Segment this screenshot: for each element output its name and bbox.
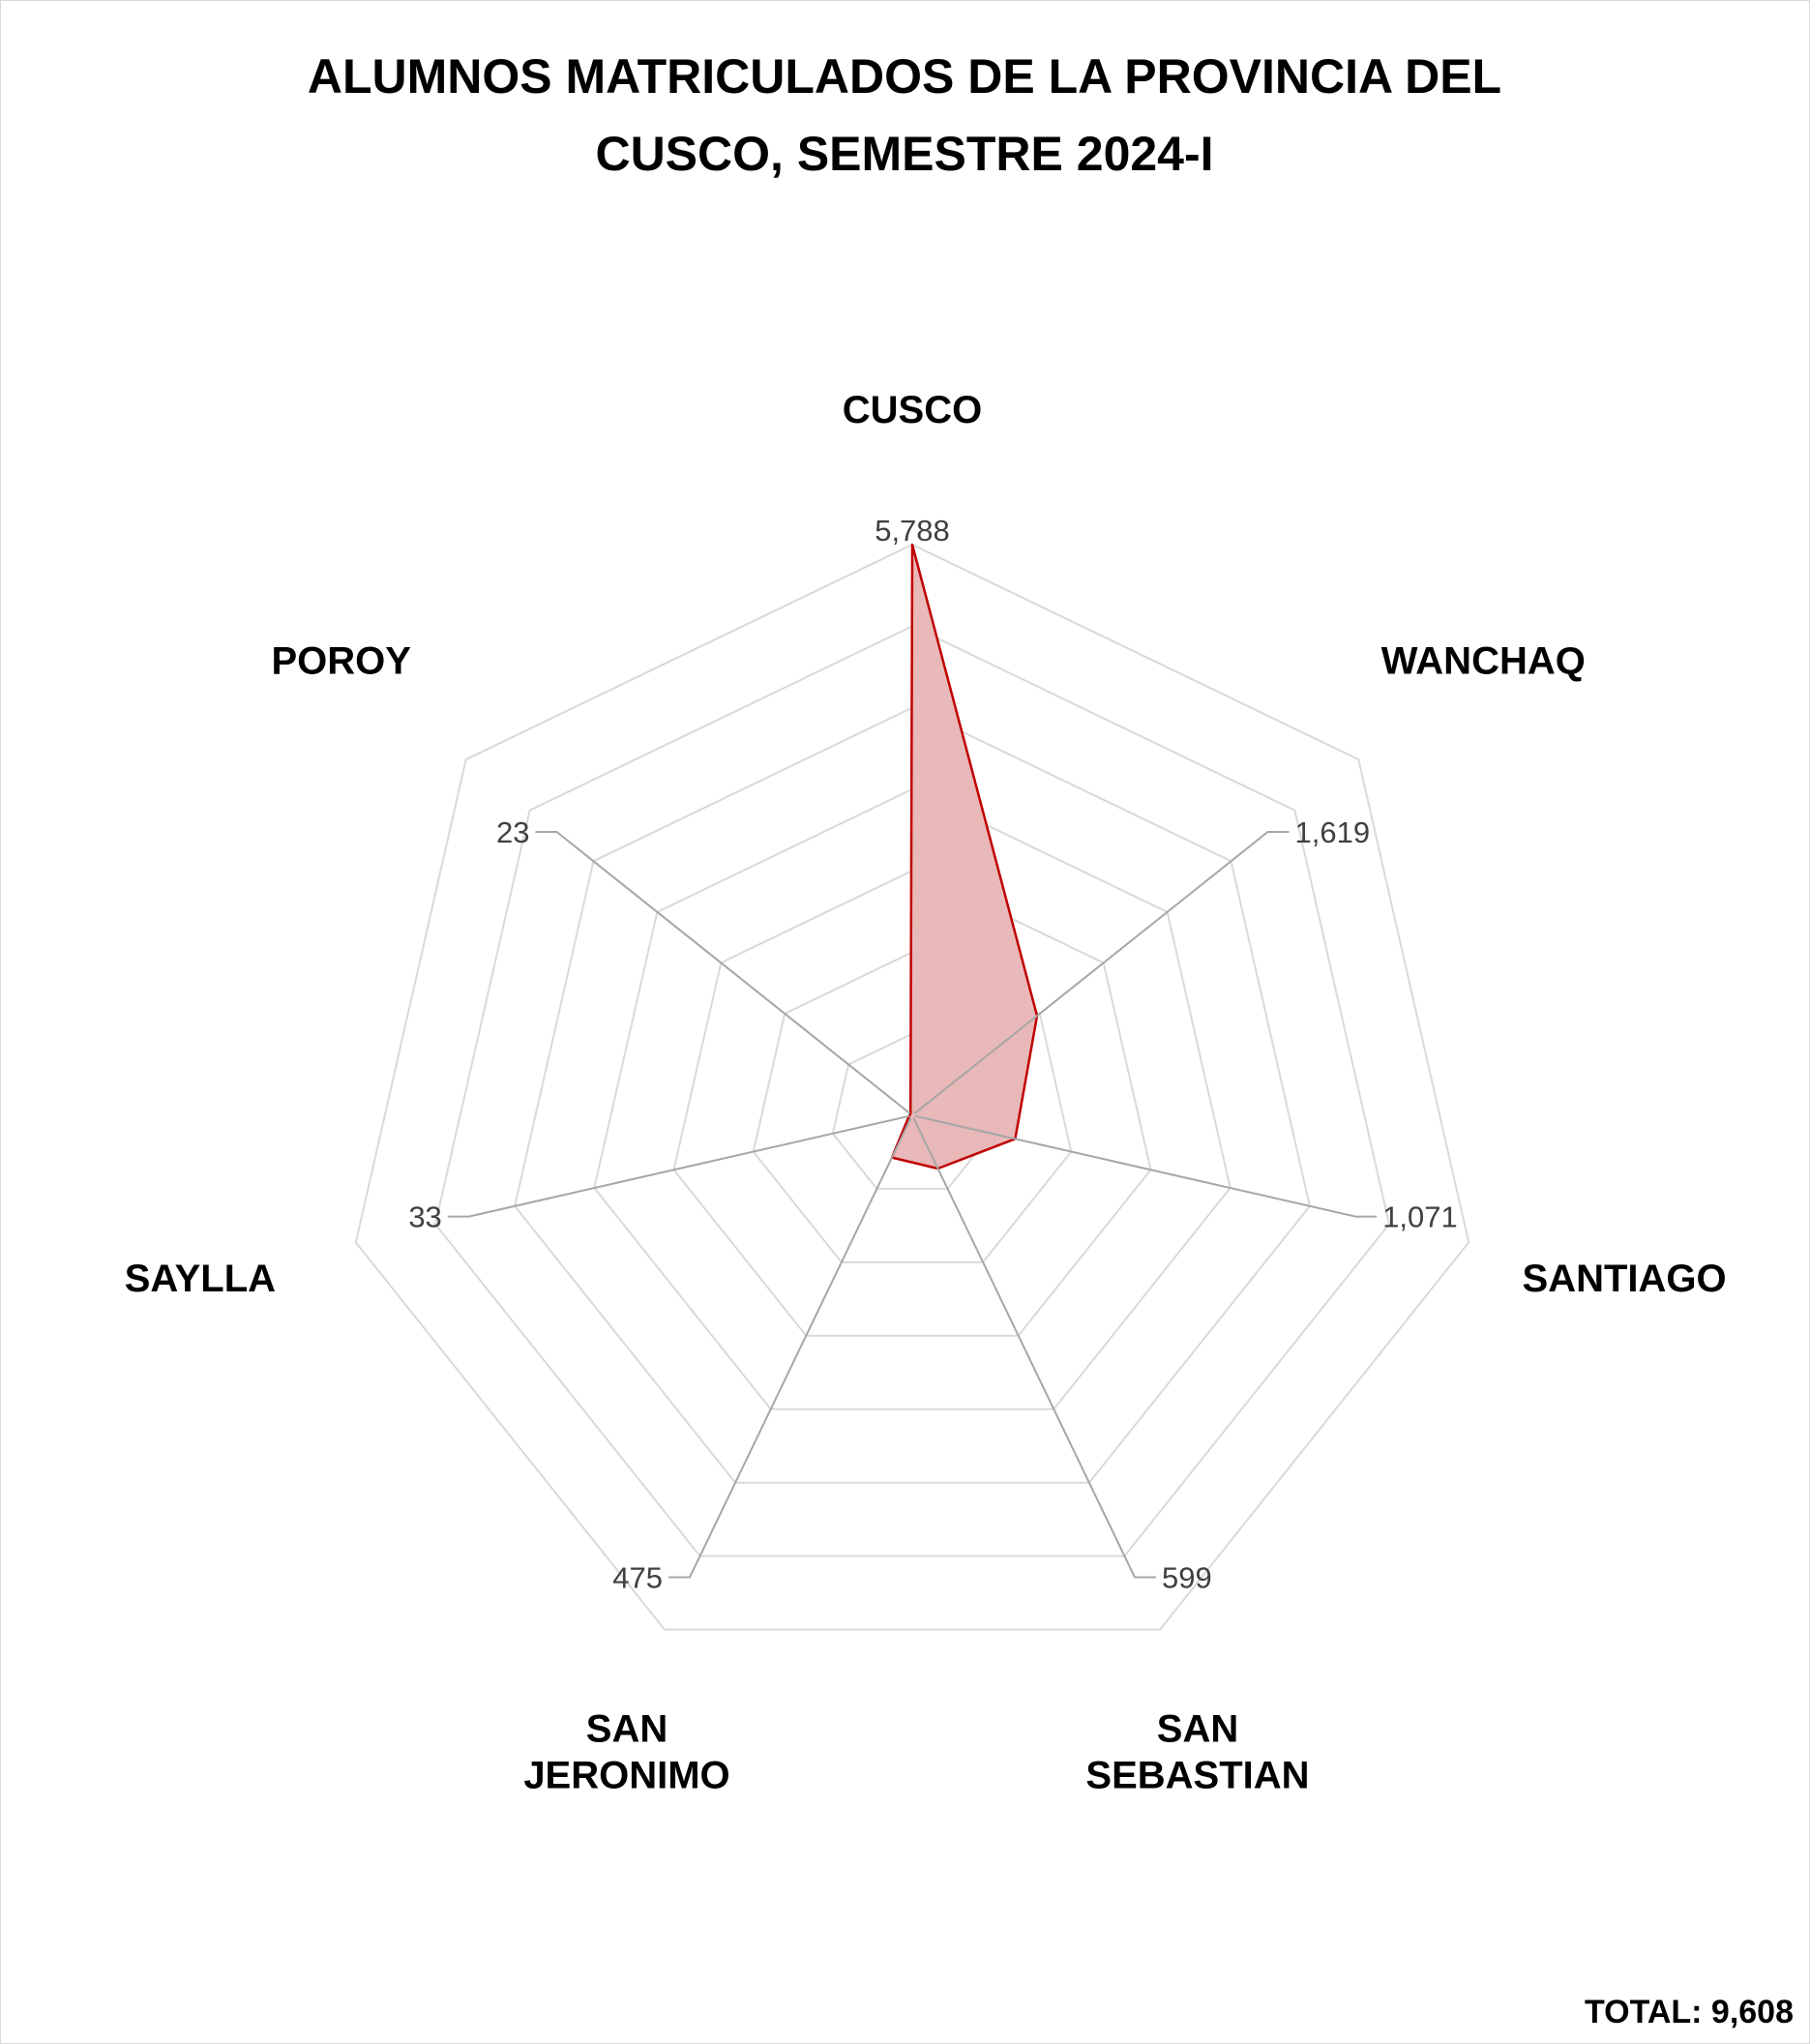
grid-ring [752,951,1073,1263]
category-label: WANCHAQ [1381,639,1586,682]
category-label-line: SAYLLA [125,1258,276,1300]
value-label: 1,071 [1382,1200,1458,1234]
category-label: SAN SEBASTIAN [1085,1708,1309,1797]
value-label: 599 [1162,1561,1212,1595]
category-label-line: WANCHAQ [1381,639,1586,682]
value-label: 5,788 [875,514,950,548]
total-label: TOTAL: 9,608 [1585,1994,1794,2030]
value-leader-line [535,831,911,1114]
category-label-line: SAN [586,1708,668,1751]
category-label-line: SANTIAGO [1523,1258,1727,1300]
value-label: 33 [408,1200,441,1234]
value-label: 475 [612,1561,663,1595]
grid-ring [672,869,1152,1337]
chart-title-line: ALUMNOS MATRICULADOS DE LA PROVINCIA DEL [308,49,1501,104]
category-label-line: JERONIMO [523,1755,729,1797]
value-labels: 5,788 1,619 1,071 599 475 33 23 [408,514,1457,1595]
value-label: 23 [496,815,529,849]
value-leader-line [447,1114,910,1218]
chart-title: ALUMNOS MATRICULADOS DE LA PROVINCIA DEL… [308,49,1501,181]
radar-series [890,543,1039,1170]
grid-ring [433,625,1391,1557]
category-label: SAYLLA [125,1258,276,1300]
grid-ring [593,787,1231,1410]
value-leader-line [914,1114,1378,1218]
category-label: SANTIAGO [1523,1258,1727,1300]
value-leader-line [668,1117,912,1579]
chart-title-line: CUSCO, SEMESTRE 2024-I [595,127,1213,181]
grid-ring [354,543,1470,1631]
value-leader-line [913,831,1290,1114]
category-label: SAN JERONIMO [523,1708,729,1797]
grid-ring [514,706,1311,1484]
category-label-line: SEBASTIAN [1085,1755,1309,1797]
value-label: 1,619 [1295,815,1371,849]
category-label-line: POROY [271,639,411,682]
category-label: CUSCO [843,389,982,431]
category-label-line: SAN [1157,1708,1238,1751]
value-leader-line [912,1117,1156,1579]
series-area [890,543,1039,1170]
category-label: POROY [271,639,411,682]
category-label-line: CUSCO [843,389,982,431]
